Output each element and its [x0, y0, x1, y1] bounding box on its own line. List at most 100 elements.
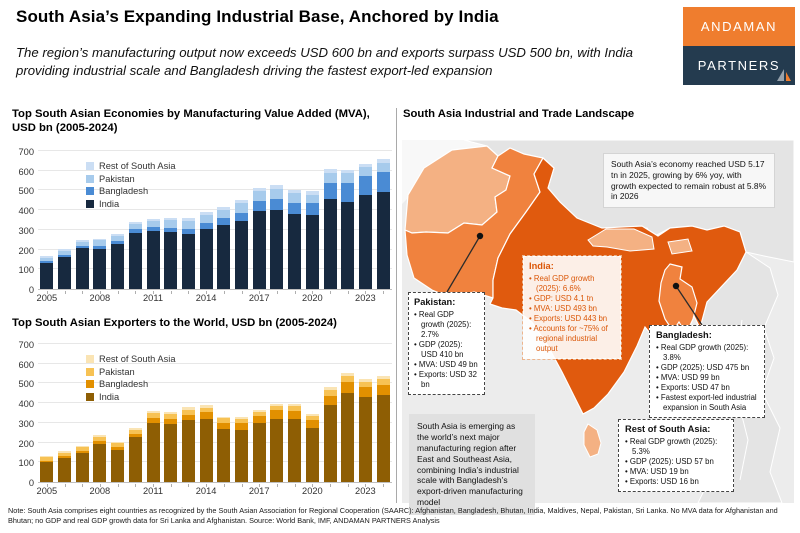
bangladesh-connector-line: [675, 285, 703, 326]
bar-segment-rest-of-south-asia: [376, 158, 390, 163]
x-axis-tick: [170, 291, 172, 294]
bar-segment-bangladesh: [358, 176, 372, 196]
x-axis-tick: [294, 484, 296, 487]
callout-bullet: • Exports: USD 16 bn: [625, 476, 699, 486]
page-title: South Asia’s Expanding Industrial Base, …: [16, 7, 499, 26]
bar-segment-pakistan: [146, 221, 160, 228]
logo-top: ANDAMAN: [683, 7, 795, 46]
y-axis-tick-label: 700: [18, 147, 34, 157]
legend-item: Bangladesh: [86, 185, 176, 198]
bar-segment-rest-of-south-asia: [93, 435, 107, 437]
x-axis-tick: [188, 291, 190, 294]
x-axis-tick: [365, 484, 367, 487]
x-axis-tick: [117, 484, 119, 487]
bar-segment-pakistan: [305, 415, 319, 420]
bar-segment-india: [40, 462, 54, 482]
legend-label: Pakistan: [99, 173, 135, 184]
legend-swatch: [86, 380, 94, 389]
bar-segment-india: [199, 228, 213, 289]
y-axis-tick-label: 400: [18, 399, 34, 410]
bar-segment-rest-of-south-asia: [128, 428, 142, 430]
bar-segment-india: [164, 423, 178, 482]
bar-segment-pakistan: [75, 241, 89, 246]
bar-segment-bangladesh: [93, 440, 107, 444]
x-axis-tick-label: 2011: [143, 486, 163, 496]
x-axis-tick: [347, 484, 349, 487]
callout-rest-of-south-asia: Rest of South Asia: • Real GDP growth (20…: [618, 419, 734, 492]
bar-segment-india: [376, 191, 390, 289]
x-axis-tick-label: 2008: [89, 293, 111, 303]
chart-legend: Rest of South Asia Pakistan Bangladesh I…: [86, 353, 176, 403]
page-subtitle: The region’s manufacturing output now ex…: [16, 45, 633, 78]
economy-stat-box: South Asia’s economy reached USD 5.17 tn…: [603, 153, 775, 208]
x-axis-tick-label: 2011: [143, 293, 163, 303]
bar-segment-pakistan: [235, 203, 248, 214]
bar-segment-bangladesh: [376, 385, 390, 395]
gridline: [38, 268, 392, 270]
x-axis-tick: [82, 291, 84, 294]
legend-label: Rest of South Asia: [99, 161, 176, 172]
south-asia-map: South Asia’s economy reached USD 5.17 tn…: [402, 140, 794, 515]
bar-segment-rest-of-south-asia: [358, 164, 372, 168]
legend-swatch: [86, 355, 94, 364]
bar-segment-rest-of-south-asia: [40, 456, 54, 458]
bar-segment-rest-of-south-asia: [128, 221, 142, 224]
bar-segment-pakistan: [270, 188, 284, 199]
mva-chart: 0 100 200 300 400 500 600 700 Rest of South Asi…: [10, 147, 394, 304]
callout-bullet: • Real GDP growth (2025): 3.8%: [656, 342, 749, 362]
x-axis-tick: [188, 484, 190, 487]
bar-segment-pakistan: [40, 257, 54, 262]
bar-segment-india: [181, 233, 195, 289]
bar-segment-india: [111, 244, 125, 289]
x-axis-tick-label: 2020: [302, 486, 323, 496]
bar-segment-bangladesh: [288, 411, 302, 419]
callout-title: Rest of South Asia:: [625, 424, 711, 434]
bar-segment-pakistan: [341, 375, 355, 382]
bar-segment-rest-of-south-asia: [58, 451, 71, 453]
y-axis-tick-label: 500: [18, 186, 34, 197]
bar-segment-india: [128, 232, 142, 289]
bar-segment-pakistan: [305, 194, 319, 203]
bar-segment-pakistan: [164, 220, 178, 228]
x-axis-tick: [135, 484, 137, 487]
legend-swatch: [86, 392, 94, 401]
x-axis-tick: [312, 484, 314, 487]
bar-segment-bangladesh: [323, 395, 337, 405]
bar-segment-rest-of-south-asia: [288, 189, 302, 194]
bar-segment-pakistan: [181, 220, 195, 229]
callout-pakistan: Pakistan: • Real GDP growth (2025): 2.7% •…: [408, 292, 485, 395]
bar-segment-bangladesh: [58, 455, 71, 459]
callout-bullet: • GDP: USD 4.1 tn: [529, 293, 594, 303]
exports-chart-title: Top South Asian Exporters to the World, …: [12, 317, 337, 329]
y-axis-tick-label: 200: [18, 438, 34, 449]
legend-label: Bangladesh: [99, 186, 149, 197]
bar-segment-bangladesh: [341, 182, 355, 203]
x-axis-tick: [277, 291, 278, 294]
bar-segment-india: [235, 221, 248, 289]
x-axis-tick: [330, 291, 332, 294]
bar-segment-bangladesh: [217, 422, 231, 430]
bar-segment-rest-of-south-asia: [93, 238, 107, 241]
bar-segment-rest-of-south-asia: [270, 185, 284, 189]
bar-segment-bangladesh: [128, 229, 142, 233]
bar-segment-bangladesh: [323, 182, 337, 200]
bar-segment-rest-of-south-asia: [252, 188, 266, 192]
bar-segment-pakistan: [358, 167, 372, 177]
bar-segment-rest-of-south-asia: [288, 403, 302, 407]
gridline: [38, 228, 392, 230]
panel-divider: [396, 108, 397, 503]
bar-segment-pakistan: [164, 413, 178, 419]
bar-segment-india: [181, 420, 195, 482]
legend-item: Rest of South Asia: [86, 160, 176, 173]
callout-bullet: • MVA: USD 19 bn: [625, 466, 689, 476]
callout-title: India:: [529, 261, 554, 271]
bar-segment-bangladesh: [376, 172, 390, 192]
bar-segment-bangladesh: [40, 261, 54, 264]
x-axis-tick-label: 2005: [36, 486, 58, 496]
bar-segment-india: [376, 394, 390, 482]
company-logo: ANDAMAN PARTNERS: [683, 7, 795, 85]
bar-segment-india: [323, 199, 337, 289]
x-axis-tick-label: 2014: [195, 293, 217, 303]
bar-segment-pakistan: [146, 412, 160, 418]
x-axis-tick-label: 2023: [355, 293, 376, 303]
